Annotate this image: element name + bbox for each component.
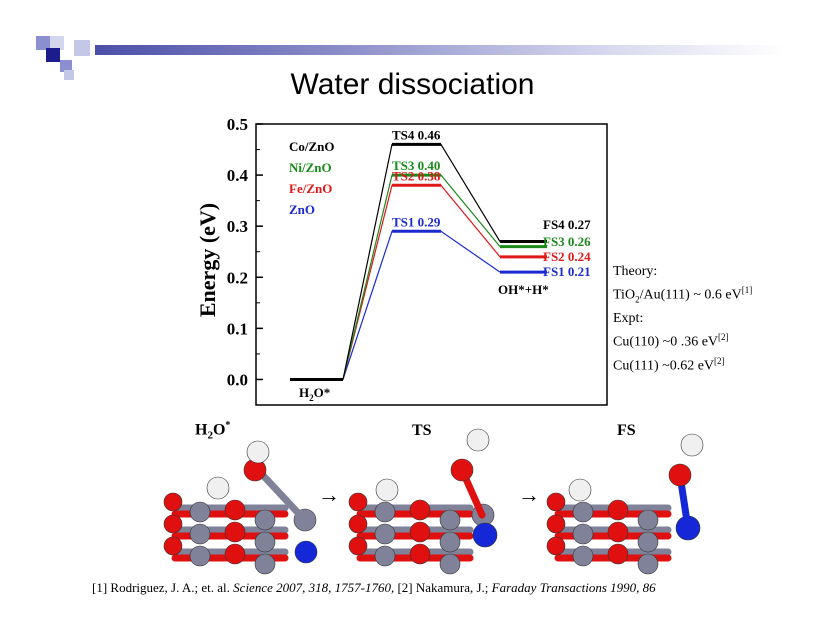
oxygen-atom xyxy=(348,514,368,534)
legend-item-3: ZnO xyxy=(289,202,315,217)
dopant-atom xyxy=(472,522,498,548)
page-title: Water dissociation xyxy=(290,68,535,101)
fs-label-0: FS4 0.27 xyxy=(543,217,591,232)
ts-label-3: TS1 0.29 xyxy=(392,214,441,229)
structure-label-h2o: H2O* xyxy=(195,420,231,442)
zinc-atom xyxy=(374,501,396,523)
header-bar xyxy=(95,45,785,55)
comparison-notes: Theory: TiO2/Au(111) ~ 0.6 eV[1] Expt: C… xyxy=(613,262,752,376)
zinc-atom xyxy=(254,553,276,575)
y-tick-label: 0.1 xyxy=(227,319,248,338)
theory-label: Theory: xyxy=(613,264,658,279)
hydrogen-atom xyxy=(680,433,704,457)
y-tick-label: 0.5 xyxy=(227,115,248,134)
zinc-atom xyxy=(637,531,659,553)
zinc-atom xyxy=(189,545,211,567)
hydrogen-atom xyxy=(246,440,270,464)
y-tick-label: 0.3 xyxy=(227,217,248,236)
reaction-arrow-2: → xyxy=(518,482,540,507)
zinc-atom xyxy=(374,545,396,567)
zinc-atom xyxy=(572,523,594,545)
oxygen-atom xyxy=(409,543,431,565)
oxygen-atom xyxy=(607,543,629,565)
zinc-atom xyxy=(637,553,659,575)
expt-value-1: Cu(110) ~0 .36 eV[2] xyxy=(613,332,729,351)
expt-label: Expt: xyxy=(613,311,644,327)
legend-item-2: Fe/ZnO xyxy=(289,181,332,196)
series-connector-1 xyxy=(342,174,501,380)
oxygen-atom xyxy=(348,492,368,512)
y-tick-label: 0.2 xyxy=(227,268,248,287)
ts-label-0: TS4 0.46 xyxy=(392,127,441,142)
y-tick-label: 0.4 xyxy=(227,166,249,185)
fs-label-2: FS2 0.24 xyxy=(543,249,591,264)
oxygen-atom xyxy=(409,499,431,521)
fs-label-3: FS1 0.21 xyxy=(543,264,591,279)
oxygen-atom xyxy=(163,536,183,556)
theory-value: TiO2/Au(111) ~ 0.6 eV[1] xyxy=(613,285,753,305)
oxygen-atom xyxy=(546,492,566,512)
legend-item-0: Co/ZnO xyxy=(289,139,335,154)
hydrogen-atom xyxy=(375,478,399,502)
zinc-atom xyxy=(189,501,211,523)
ts-label-1: TS3 0.40 xyxy=(392,158,440,173)
plot-frame xyxy=(255,123,608,406)
zinc-atom xyxy=(572,545,594,567)
oxygen-atom xyxy=(348,536,368,556)
references-footer: [1] Rodriguez, J. A.; et. al. Science 20… xyxy=(92,580,656,595)
oxygen-atom xyxy=(607,499,629,521)
zinc-atom xyxy=(439,553,461,575)
y-axis-label: Energy (eV) xyxy=(195,203,220,317)
fs-label-1: FS3 0.26 xyxy=(543,234,591,249)
ts-label-2: TS2 0.38 xyxy=(392,168,441,183)
structure-label-ts: TS xyxy=(412,422,432,439)
zinc-atom xyxy=(572,501,594,523)
zinc-atom xyxy=(637,509,659,531)
y-tick-label: 0.0 xyxy=(227,370,248,389)
zinc-atom xyxy=(439,531,461,553)
zinc-atom xyxy=(189,523,211,545)
molecular-structures xyxy=(163,428,704,575)
zinc-atom xyxy=(254,509,276,531)
expt-value-2: Cu(111) ~0.62 eV[2] xyxy=(613,356,725,374)
oxygen-atom xyxy=(409,521,431,543)
series-connector-3 xyxy=(342,230,501,380)
oxygen-atom xyxy=(450,458,474,482)
oxygen-atom xyxy=(224,543,246,565)
zinc-atom xyxy=(254,531,276,553)
legend-item-1: Ni/ZnO xyxy=(289,160,332,175)
hydrogen-atom xyxy=(466,428,490,452)
oxygen-atom xyxy=(546,514,566,534)
zinc-atom xyxy=(374,523,396,545)
oxygen-atom xyxy=(163,492,183,512)
bond xyxy=(254,466,304,519)
initial-state-label: H2O* xyxy=(299,385,330,403)
structure-label-fs: FS xyxy=(617,422,636,439)
oxygen-atom xyxy=(607,521,629,543)
oxygen-atom xyxy=(668,463,692,487)
oxygen-atom xyxy=(224,521,246,543)
oxygen-atom xyxy=(224,499,246,521)
hydrogen-atom xyxy=(568,478,592,502)
dopant-atom xyxy=(294,540,318,564)
oxygen-atom xyxy=(546,536,566,556)
final-state-label: OH*+H* xyxy=(498,282,549,297)
oxygen-atom xyxy=(163,514,183,534)
reaction-arrow-1: → xyxy=(318,482,340,507)
zinc-atom xyxy=(439,509,461,531)
hydrogen-atom xyxy=(206,476,230,500)
